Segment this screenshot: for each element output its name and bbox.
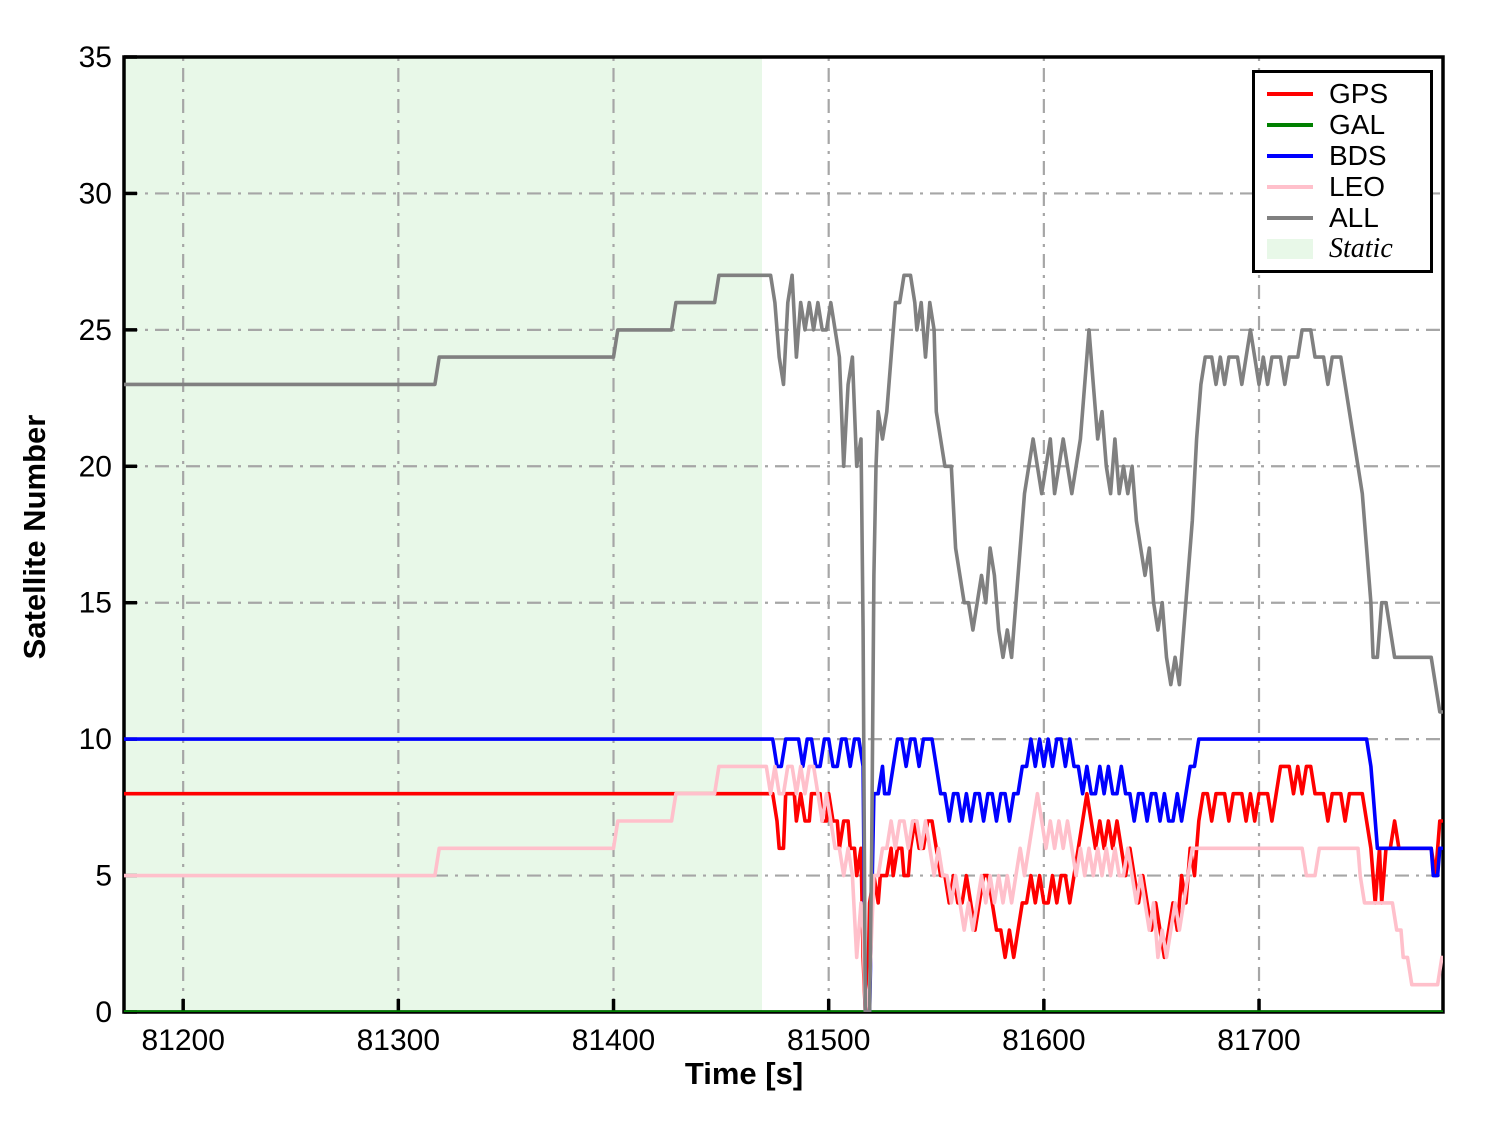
all-line-swatch xyxy=(1267,215,1313,220)
legend-item-leo: LEO xyxy=(1267,172,1418,202)
x-axis-title: Time [s] xyxy=(684,1056,804,1091)
x-tick-label: 81700 xyxy=(1217,1024,1300,1057)
legend-item-gps: GPS xyxy=(1267,79,1418,109)
static-shaded-region xyxy=(124,57,762,1012)
legend-label-gal: GAL xyxy=(1329,109,1386,141)
axis-tick-labels: 81200 81300 81400 81500 81600 81700 0 5 10 15 20 25… xyxy=(79,41,1301,1057)
legend-item-gal: GAL xyxy=(1267,110,1418,140)
legend-item-bds: BDS xyxy=(1267,141,1418,171)
legend-label-static: Static xyxy=(1329,232,1393,264)
series-line-all xyxy=(124,273,1443,1012)
series-line-leo xyxy=(124,764,1443,1012)
y-tick-label: 20 xyxy=(79,450,112,483)
y-tick-label: 30 xyxy=(79,177,112,210)
x-tick-label: 81200 xyxy=(141,1024,224,1057)
x-tick-label: 81400 xyxy=(572,1024,655,1057)
gridlines xyxy=(124,57,1443,1012)
legend-item-static: Static xyxy=(1267,234,1418,264)
x-tick-label: 81500 xyxy=(787,1024,870,1057)
y-tick-label: 5 xyxy=(95,860,112,893)
series-line-gps xyxy=(124,764,1443,1012)
legend-label-bds: BDS xyxy=(1329,140,1387,172)
bds-line-swatch xyxy=(1267,154,1313,159)
static-region-fill xyxy=(124,57,762,1012)
y-tick-label: 10 xyxy=(79,723,112,756)
y-axis-title: Satellite Number xyxy=(17,414,52,660)
legend-item-all: ALL xyxy=(1267,203,1418,233)
y-tick-label: 35 xyxy=(79,41,112,74)
axis-ticks xyxy=(124,55,1261,1014)
leo-line-swatch xyxy=(1267,184,1313,189)
gal-line-swatch xyxy=(1267,123,1313,128)
y-tick-label: 15 xyxy=(79,587,112,620)
x-tick-label: 81600 xyxy=(1002,1024,1085,1057)
data-series-lines xyxy=(124,273,1443,1012)
static-region-swatch xyxy=(1267,238,1313,259)
y-tick-label: 25 xyxy=(79,314,112,347)
y-tick-label: 0 xyxy=(95,996,112,1029)
series-line-bds xyxy=(124,737,1443,1012)
legend-box: GPS GAL BDS LEO ALL Static xyxy=(1252,70,1433,273)
legend-label-all: ALL xyxy=(1329,201,1379,233)
gps-line-swatch xyxy=(1267,92,1313,97)
legend-label-gps: GPS xyxy=(1329,78,1389,110)
legend-label-leo: LEO xyxy=(1329,170,1386,202)
x-tick-label: 81300 xyxy=(357,1024,440,1057)
